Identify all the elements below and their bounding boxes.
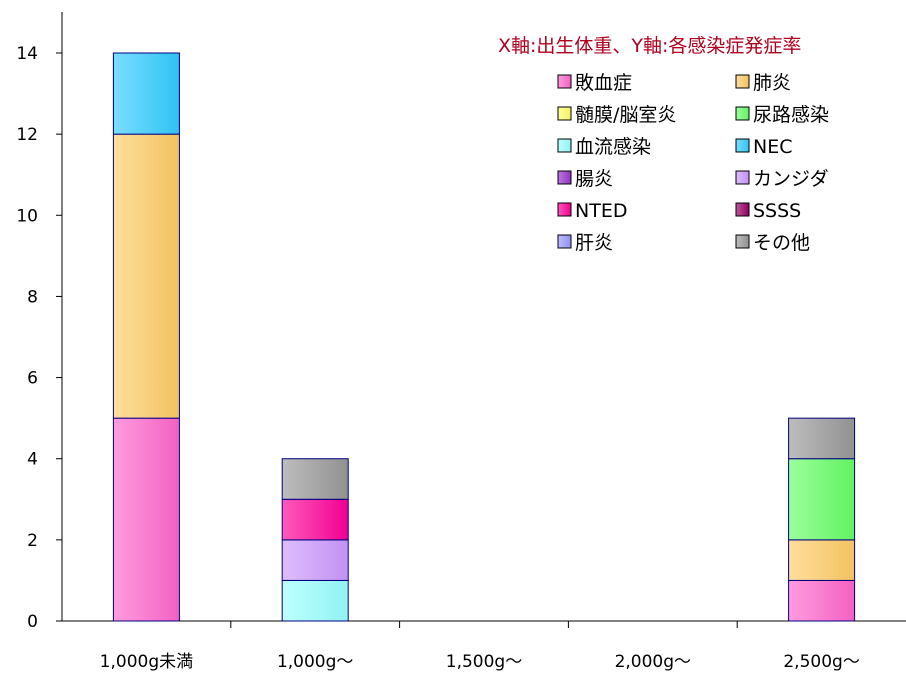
legend-item[interactable]: 肝炎 — [557, 232, 613, 254]
bar-segment — [112, 417, 180, 622]
y-tick-label: 8 — [27, 287, 38, 307]
bar-segment — [788, 417, 856, 460]
y-tick-label: 10 — [16, 206, 38, 226]
legend-swatch — [557, 74, 572, 89]
legend-item[interactable]: NTED — [557, 200, 627, 222]
legend-label: 髄膜/脳室炎 — [575, 104, 676, 126]
legend-swatch — [557, 106, 572, 121]
bar-segment — [112, 52, 180, 135]
bar-segment — [281, 579, 349, 622]
x-tick-label: 2,500g〜 — [783, 652, 859, 672]
y-tick-label: 14 — [16, 44, 38, 64]
bar-segment — [112, 133, 180, 419]
bar-segment — [788, 579, 856, 622]
legend-swatch — [735, 202, 750, 217]
bar-segment — [788, 458, 856, 541]
legend-item[interactable]: 血流感染 — [557, 136, 651, 158]
axes — [56, 12, 906, 628]
legend-label: 血流感染 — [575, 136, 651, 158]
legend-label: 肝炎 — [575, 232, 613, 254]
legend-item[interactable]: カンジダ — [735, 168, 829, 190]
legend-swatch — [735, 138, 750, 153]
legend-swatch — [735, 74, 750, 89]
legend-swatch — [557, 138, 572, 153]
chart-title: X軸:出生体重、Y軸:各感染症発症率 — [498, 35, 801, 57]
legend-swatch — [557, 202, 572, 217]
legend-swatch — [735, 234, 750, 249]
legend-item[interactable]: その他 — [735, 232, 810, 254]
legend-label: 肺炎 — [753, 72, 791, 94]
x-tick-label: 1,500g〜 — [446, 652, 522, 672]
bars — [112, 52, 856, 622]
bar-segment — [281, 458, 349, 500]
legend-item[interactable]: SSSS — [735, 200, 801, 222]
y-tick-label: 12 — [16, 125, 38, 145]
bar-segment — [281, 498, 349, 541]
legend-item[interactable]: 髄膜/脳室炎 — [557, 104, 676, 126]
tick-labels: 0 2 4 6 8 10 12 14 1,000g未満 1,000g〜 1,500g〜 2,000g〜… — [16, 44, 859, 672]
legend-swatch — [557, 170, 572, 185]
legend-swatch — [735, 106, 750, 121]
legend-item[interactable]: 敗血症 — [557, 72, 632, 94]
legend-item[interactable]: 腸炎 — [557, 168, 613, 190]
y-tick-label: 0 — [27, 612, 38, 632]
legend-swatch — [735, 170, 750, 185]
y-tick-label: 4 — [27, 450, 38, 470]
bar-segment — [788, 539, 856, 581]
legend-label: 尿路感染 — [753, 104, 829, 126]
legend-label: 敗血症 — [575, 72, 632, 94]
legend-swatch — [557, 234, 572, 249]
x-tick-label: 1,000g未満 — [100, 652, 193, 672]
y-tick-label: 6 — [27, 369, 38, 389]
legend-label: NEC — [753, 136, 792, 158]
legend-item[interactable]: 尿路感染 — [735, 104, 829, 126]
legend-label: 腸炎 — [575, 168, 613, 190]
legend-item[interactable]: NEC — [735, 136, 792, 158]
legend-label: カンジダ — [753, 168, 829, 190]
x-tick-label: 2,000g〜 — [615, 652, 691, 672]
bar-segment — [281, 539, 349, 581]
legend-label: NTED — [575, 200, 627, 222]
legend-item[interactable]: 肺炎 — [735, 72, 791, 94]
legend-label: その他 — [753, 232, 810, 254]
legend-label: SSSS — [753, 200, 801, 222]
x-tick-label: 1,000g〜 — [277, 652, 353, 672]
y-tick-label: 2 — [27, 531, 38, 551]
